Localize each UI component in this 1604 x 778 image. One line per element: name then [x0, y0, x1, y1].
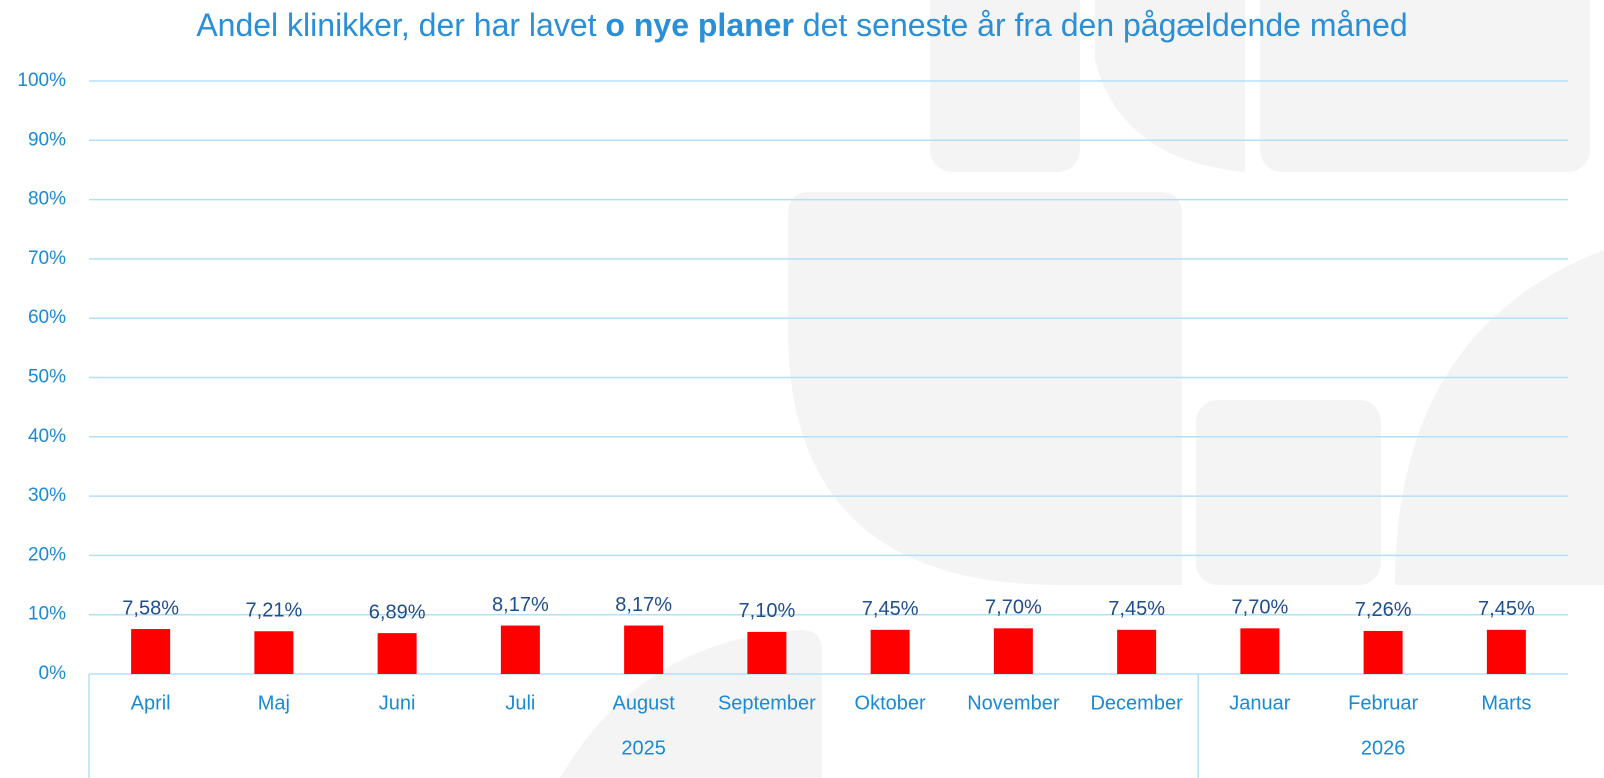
y-tick-label: 70%: [28, 248, 66, 269]
x-tick-label: Marts: [1481, 692, 1531, 714]
bar: [1117, 629, 1157, 674]
value-label: 7,45%: [862, 598, 919, 620]
value-label: 6,89%: [369, 601, 426, 623]
y-tick-label: 100%: [17, 70, 66, 91]
value-label: 7,45%: [1478, 598, 1535, 620]
y-tick-label: 80%: [28, 189, 66, 210]
value-label: 7,26%: [1355, 599, 1412, 621]
y-tick-label: 90%: [28, 129, 66, 150]
value-label: 7,70%: [985, 597, 1042, 619]
bar: [1240, 628, 1280, 674]
bar: [254, 631, 294, 674]
watermark: [560, 0, 1604, 778]
bar: [624, 625, 664, 674]
value-label: 7,21%: [246, 600, 303, 622]
y-tick-label: 30%: [28, 485, 66, 506]
bar: [131, 629, 171, 674]
value-label: 7,10%: [739, 600, 796, 622]
y-tick-label: 0%: [39, 663, 67, 684]
x-tick-label: August: [612, 692, 675, 714]
title-part: o nye planer: [605, 7, 794, 43]
value-label: 7,58%: [122, 597, 179, 619]
title-part: det seneste år fra den pågældende måned: [794, 7, 1408, 43]
x-tick-label: December: [1090, 692, 1183, 714]
y-tick-label: 40%: [28, 426, 66, 447]
x-tick-label: Maj: [258, 692, 290, 714]
bar: [500, 625, 540, 674]
bar: [1486, 629, 1526, 674]
value-label: 8,17%: [492, 594, 549, 616]
x-tick-label: Februar: [1348, 692, 1418, 714]
bar: [377, 633, 417, 674]
x-tick-label: Januar: [1229, 692, 1290, 714]
chart-title: Andel klinikker, der har lavet o nye pla…: [196, 7, 1407, 43]
bar: [1363, 630, 1403, 674]
x-tick-label: April: [131, 692, 171, 714]
value-label: 7,45%: [1108, 598, 1165, 620]
bar: [747, 631, 787, 674]
title-part: Andel klinikker, der har lavet: [196, 7, 605, 43]
x-tick-label: Oktober: [855, 692, 926, 714]
x-tick-label: Juni: [379, 692, 416, 714]
x-tick-label: Juli: [505, 692, 535, 714]
y-tick-label: 50%: [28, 367, 66, 388]
y-tick-label: 20%: [28, 544, 66, 565]
value-label: 7,70%: [1232, 597, 1289, 619]
bar: [870, 629, 910, 674]
value-label: 8,17%: [615, 594, 672, 616]
bar: [993, 628, 1033, 674]
group-label: 2025: [621, 737, 666, 759]
group-label: 2026: [1361, 737, 1406, 759]
y-tick-label: 10%: [28, 604, 66, 625]
x-tick-label: November: [967, 692, 1060, 714]
y-tick-label: 60%: [28, 307, 66, 328]
x-tick-label: September: [718, 692, 816, 714]
